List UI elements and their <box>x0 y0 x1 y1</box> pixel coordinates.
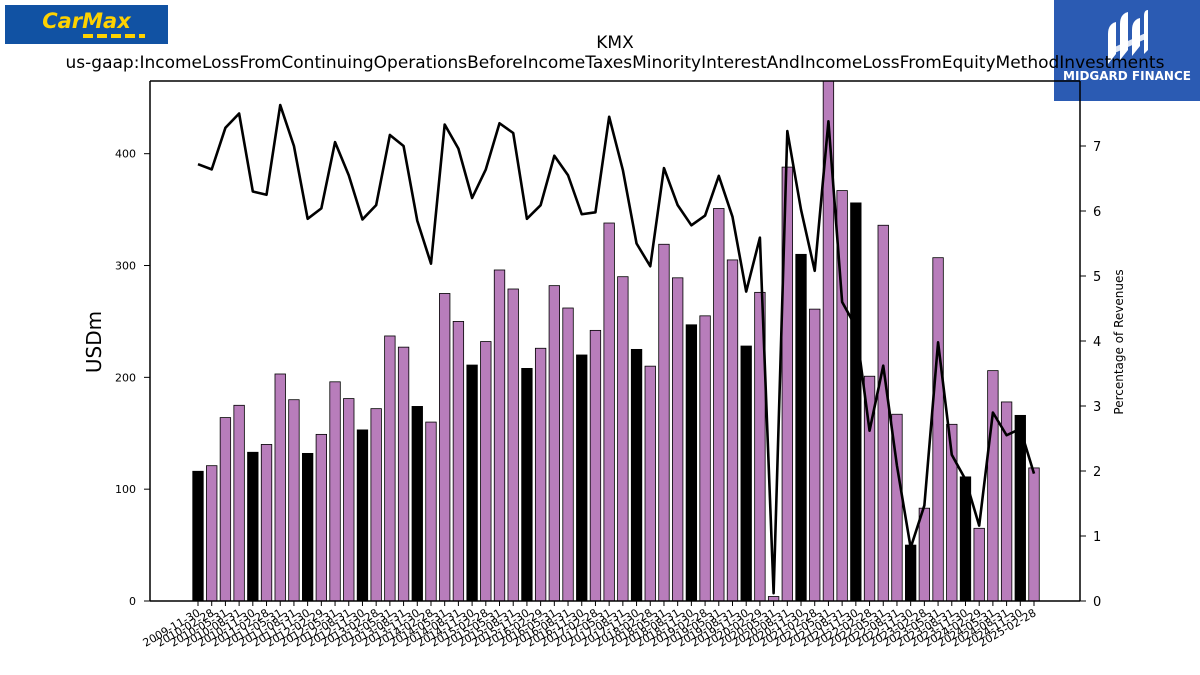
bar-2018-08-31 <box>672 277 684 601</box>
bar-2017-02-28 <box>589 329 602 601</box>
bar-2010-02-28 <box>206 465 218 601</box>
bar-2025-02-28 <box>1028 467 1040 601</box>
bar-2018-05-31 <box>658 243 670 601</box>
bar-2017-05-31 <box>603 222 615 601</box>
bar-2022-02-28 <box>863 375 876 601</box>
y-tick-label: 300 <box>115 260 136 273</box>
bar-2015-02-28 <box>480 341 492 601</box>
bar-2022-05-31 <box>877 224 889 601</box>
bar-2011-05-31 <box>274 373 286 601</box>
bar-2012-02-29 <box>315 433 327 601</box>
bar-2010-11-30 <box>247 451 259 601</box>
bar-2022-08-31 <box>891 413 903 601</box>
bar-2011-02-28 <box>260 444 273 601</box>
bar-2013-02-28 <box>370 408 382 601</box>
bar-2012-08-31 <box>343 398 355 601</box>
bar-2010-05-31 <box>219 417 232 601</box>
y-axis-label: USDm <box>82 311 106 373</box>
bar-2019-11-30 <box>740 345 752 601</box>
midgard-mark-icon <box>1108 10 1148 64</box>
bar-2013-05-31 <box>384 335 396 601</box>
midgard-finance-brand: MIDGARD FINANCE <box>1063 69 1191 83</box>
bar-2011-08-31 <box>288 399 300 601</box>
midgard-finance-logo: MIDGARD FINANCE <box>1054 0 1200 101</box>
bar-2020-11-30 <box>795 253 807 601</box>
bar-2016-02-29 <box>534 347 547 601</box>
bar-2012-11-30 <box>356 429 369 601</box>
bar-2009-11-30 <box>192 470 204 601</box>
bar-2013-08-31 <box>397 346 410 601</box>
y-tick-label: 100 <box>115 483 136 496</box>
bar-2021-02-28 <box>809 308 821 601</box>
bar-2024-08-31 <box>1000 401 1013 601</box>
carmax-logo: CarMax <box>5 5 168 44</box>
y2-tick-label: 1 <box>1093 530 1101 545</box>
bar-2015-11-30 <box>521 367 533 601</box>
line-series <box>197 103 1036 595</box>
bar-2024-02-29 <box>973 527 985 601</box>
bar-2019-02-28 <box>699 315 711 601</box>
bar-2010-08-31 <box>233 404 245 601</box>
bar-2019-05-31 <box>713 208 725 601</box>
bar-2023-08-31 <box>946 423 958 601</box>
bar-2015-08-31 <box>507 288 519 601</box>
y2-tick-label: 3 <box>1093 400 1101 415</box>
y2-tick-label: 5 <box>1093 270 1101 285</box>
y-tick-label: 0 <box>129 595 136 608</box>
bar-2013-11-30 <box>411 406 423 601</box>
carmax-logo-dashes <box>83 34 145 38</box>
bar-2016-11-30 <box>576 354 588 601</box>
bar-2021-05-31 <box>822 81 835 601</box>
axes: 0100200300400012345672009-11-302010-02-2… <box>115 80 1101 650</box>
y2-tick-label: 0 <box>1093 595 1101 610</box>
bar-2022-11-30 <box>905 544 917 601</box>
bar-2016-05-31 <box>548 285 560 601</box>
carmax-logo-text: CarMax <box>42 9 131 33</box>
bar-2014-05-31 <box>439 293 451 601</box>
bar-2012-05-31 <box>329 381 341 601</box>
y2-tick-label: 7 <box>1093 140 1101 155</box>
bar-2019-08-31 <box>726 259 739 601</box>
bar-2014-11-30 <box>466 364 478 601</box>
bar-2021-08-31 <box>836 190 848 601</box>
revenue-percentage-line <box>197 103 1036 595</box>
bar-2015-05-31 <box>493 269 506 601</box>
bar-2024-05-31 <box>987 370 999 601</box>
y2-tick-label: 2 <box>1093 465 1101 480</box>
bar-2014-08-31 <box>452 321 465 601</box>
bar-2014-02-28 <box>425 421 437 601</box>
bar-2011-11-30 <box>301 452 314 601</box>
chart-subtitle: us-gaap:IncomeLossFromContinuingOperatio… <box>66 53 1165 73</box>
bar-2023-05-31 <box>932 257 944 601</box>
y-tick-label: 200 <box>115 371 136 384</box>
bar-2024-11-30 <box>1014 414 1026 601</box>
y2-tick-label: 6 <box>1093 205 1101 220</box>
y2-axis-label: Percentage of Revenues <box>1112 269 1126 414</box>
bar-series <box>192 81 1040 601</box>
y-tick-label: 400 <box>115 148 136 161</box>
bar-2016-08-31 <box>562 307 574 601</box>
bar-2017-11-30 <box>630 348 643 601</box>
bar-2017-08-31 <box>617 276 629 601</box>
bar-2021-11-30 <box>850 202 862 601</box>
chart-title: KMX <box>596 33 634 53</box>
bar-2018-02-28 <box>644 365 656 601</box>
bar-2023-02-28 <box>918 507 931 601</box>
y2-tick-label: 4 <box>1093 335 1101 350</box>
bar-2020-02-29 <box>754 291 766 601</box>
bar-2018-11-30 <box>685 324 698 601</box>
